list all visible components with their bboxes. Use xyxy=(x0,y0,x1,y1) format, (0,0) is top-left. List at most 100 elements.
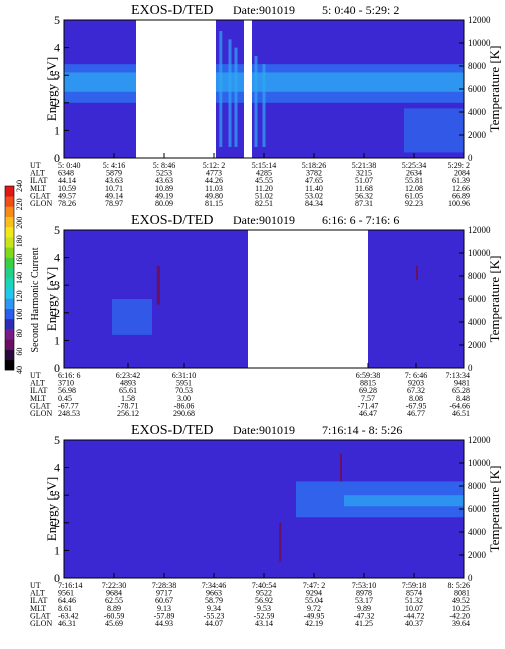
table-cell: 78.26 xyxy=(58,199,76,208)
table-cell: 55.81 xyxy=(405,176,423,185)
table-cell: 5:15:14 xyxy=(252,161,276,170)
heatmap-band xyxy=(404,108,464,153)
y2tick-label: 0 xyxy=(468,573,473,583)
no-data-gap xyxy=(136,20,216,158)
table-cell: 60.67 xyxy=(155,596,173,605)
colorbar-ticks: 40 60 80 100 120 140 160 180 200 220 240 xyxy=(15,180,24,374)
table-cell: 49.52 xyxy=(452,596,470,605)
table-cell: 84.34 xyxy=(305,199,323,208)
table-cell: 44.07 xyxy=(205,619,223,628)
table-cell: 44.26 xyxy=(205,176,223,185)
y2tick-label: 12000 xyxy=(468,435,491,445)
table-cell: 8.48 xyxy=(456,394,470,403)
table-cell: 53.17 xyxy=(355,596,373,605)
y2tick-label: 0 xyxy=(468,363,473,373)
table-cell: 43.14 xyxy=(255,619,273,628)
panel-3-date: Date:901019 xyxy=(233,423,295,437)
table-cell: 11.20 xyxy=(255,184,273,193)
table-row-label: UT xyxy=(30,161,41,170)
colorbar-swatch xyxy=(5,288,14,299)
table-cell: 5253 xyxy=(156,169,172,178)
table-cell: 92.23 xyxy=(405,199,423,208)
colorbar-swatch xyxy=(5,308,14,320)
table-cell: 87.31 xyxy=(355,199,373,208)
table-cell: 49.80 xyxy=(205,191,223,200)
table-cell: 9.72 xyxy=(307,604,321,613)
table-row-label: ILAT xyxy=(30,176,47,185)
table-cell: 5: 8:46 xyxy=(153,161,175,170)
panel-1: EXOS-D/TED Date:901019 5: 0:40 - 5:29: 2… xyxy=(30,3,502,208)
table-cell: 290.68 xyxy=(173,409,195,418)
y2tick-label: 8000 xyxy=(468,61,487,71)
table-cell: 9.89 xyxy=(357,604,371,613)
colorbar: 40 60 80 100 120 140 160 180 200 220 240 Second Ha… xyxy=(4,180,41,374)
panel-2: EXOS-D/TED Date:901019 6:16: 6 - 7:16: 6… xyxy=(30,213,502,418)
table-row-label: UT xyxy=(30,581,41,590)
table-cell: 7:59:18 xyxy=(402,581,426,590)
table-cell: 61.05 xyxy=(405,191,423,200)
panel-3-time-range: 7:16:14 - 8: 5:26 xyxy=(322,423,402,437)
ytick-label: 0 xyxy=(54,571,60,585)
table-cell: 41.25 xyxy=(355,619,373,628)
table-row-label: ALT xyxy=(30,169,45,178)
table-cell: 7:40:54 xyxy=(252,581,276,590)
table-cell: 0.45 xyxy=(58,394,72,403)
y2tick-label: 10000 xyxy=(468,458,491,468)
colorbar-tick-label: 60 xyxy=(15,348,24,356)
table-cell: 9.13 xyxy=(157,604,171,613)
table-cell: 9663 xyxy=(206,589,222,598)
colorbar-tick-label: 200 xyxy=(15,217,24,229)
table-cell: -44.72 xyxy=(404,611,425,620)
table-cell: 7:34:46 xyxy=(202,581,226,590)
table-cell: 5:12: 2 xyxy=(203,161,225,170)
colorbar-swatch xyxy=(5,247,14,258)
table-cell: 3.00 xyxy=(177,394,191,403)
panel-2-title: EXOS-D/TED xyxy=(131,213,213,228)
table-cell: 51.32 xyxy=(405,596,423,605)
colorbar-swatch xyxy=(5,329,14,340)
table-row-label: GLON xyxy=(30,409,52,418)
colorbar-swatch xyxy=(5,186,14,197)
no-data-gap xyxy=(244,20,252,158)
table-cell: 9717 xyxy=(156,589,172,598)
table-row-label: ILAT xyxy=(30,386,47,395)
y2tick-label: 8000 xyxy=(468,481,487,491)
table-cell: 43.63 xyxy=(155,176,173,185)
table-cell: 2084 xyxy=(454,169,470,178)
table-cell: 49.57 xyxy=(58,191,76,200)
heatmap-spike xyxy=(279,522,282,562)
panel-1-ylabel: Energy [eV] xyxy=(44,57,59,121)
table-row-label: MLT xyxy=(30,184,46,193)
table-cell: 8: 5:26 xyxy=(448,581,470,590)
table-cell: -67.95 xyxy=(406,401,427,410)
y2tick-label: 10000 xyxy=(468,38,491,48)
table-cell: 51.07 xyxy=(355,176,373,185)
y2tick-label: 2000 xyxy=(468,550,487,560)
table-cell: 9684 xyxy=(106,589,122,598)
y2tick-label: 2000 xyxy=(468,130,487,140)
table-cell: 69.28 xyxy=(359,386,377,395)
ytick-label: 3 xyxy=(54,488,60,502)
table-cell: 64.46 xyxy=(58,596,76,605)
ytick-label: 1 xyxy=(54,543,60,557)
ytick-label: 4 xyxy=(54,251,60,265)
table-cell: -71.47 xyxy=(358,401,379,410)
table-cell: 56.98 xyxy=(58,386,76,395)
panel-2-axis-ticks: 0 1 2 3 4 5 0 2000 4000 6000 8000 10000 12000 xyxy=(54,223,491,375)
table-cell: 2634 xyxy=(406,169,422,178)
colorbar-tick-label: 140 xyxy=(15,272,24,284)
table-cell: 7:16:14 xyxy=(58,581,82,590)
table-cell: 46.77 xyxy=(407,409,425,418)
table-cell: 65.28 xyxy=(452,386,470,395)
colorbar-frame xyxy=(4,185,15,371)
colorbar-swatch xyxy=(5,196,14,207)
table-cell: 46.51 xyxy=(452,409,470,418)
table-row-label: ALT xyxy=(30,589,45,598)
y2tick-label: 6000 xyxy=(468,294,487,304)
panel-1-time-range: 5: 0:40 - 5:29: 2 xyxy=(322,3,399,17)
colorbar-tick-label: 240 xyxy=(15,180,24,192)
table-cell: 49.14 xyxy=(105,191,123,200)
panel-1-ylabel2: Temperature [K] xyxy=(487,46,502,133)
table-cell: 8978 xyxy=(356,589,372,598)
